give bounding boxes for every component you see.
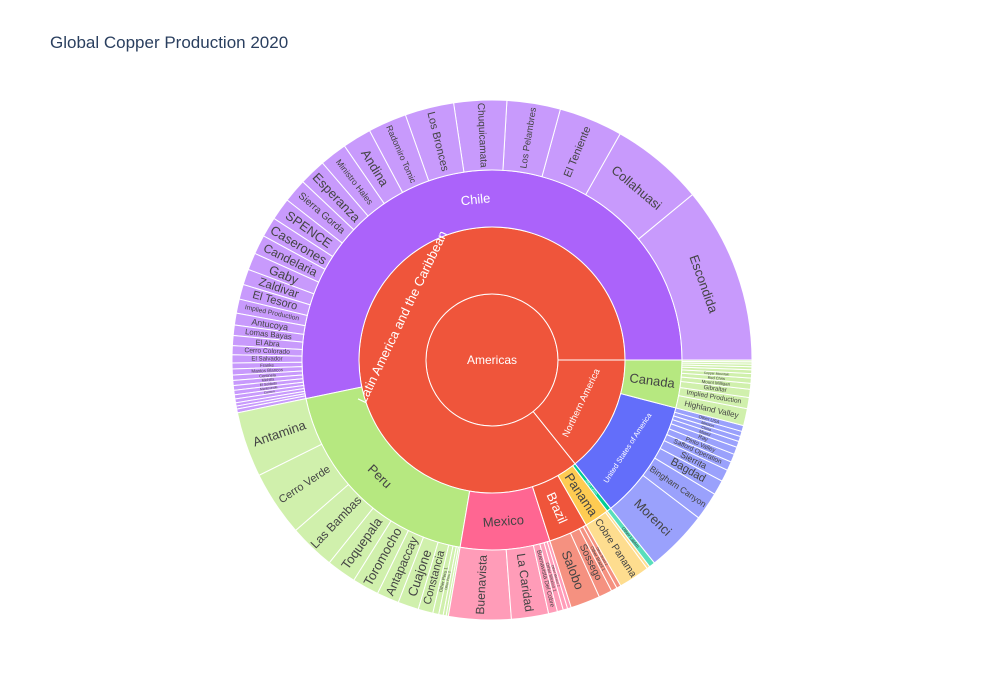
sector-other-canada-4[interactable] — [681, 359, 753, 363]
sector-el-salvador[interactable] — [231, 354, 303, 364]
chart-title: Global Copper Production 2020 — [50, 33, 289, 52]
sector-buenavista[interactable] — [447, 546, 512, 621]
sector-americas[interactable] — [425, 293, 559, 427]
